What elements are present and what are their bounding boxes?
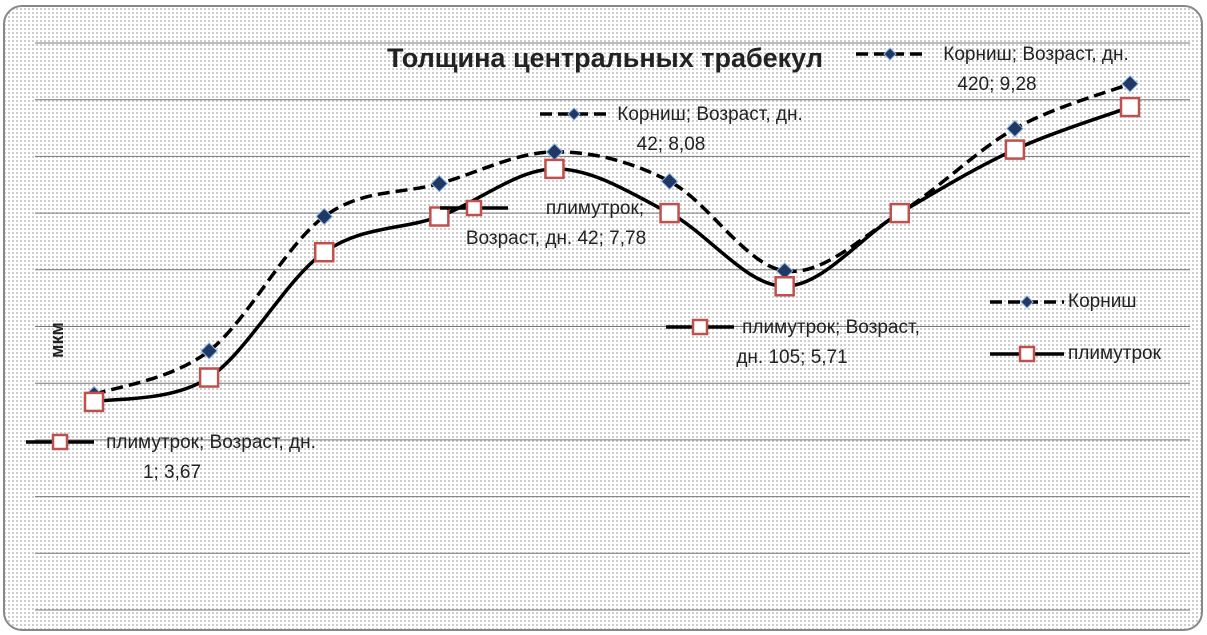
marker <box>313 241 335 263</box>
data-label-box: плимутрок; Возраст, дн. 105; 5,71 <box>736 317 920 368</box>
marker <box>465 199 483 217</box>
marker <box>544 158 565 180</box>
marker <box>660 172 679 191</box>
data-label-box: плимутрок; Возраст, дн. 1; 3,67 <box>106 432 316 483</box>
data-label-box: Корниш; Возраст, дн. 42; 8,08 <box>617 104 803 155</box>
series-line <box>93 105 1131 404</box>
legend: Корниш плимутрок <box>990 291 1162 364</box>
data-label: Корниш; Возраст, дн. 420; 9,28 <box>943 44 1129 95</box>
grid <box>35 42 1190 611</box>
marker <box>1119 96 1141 118</box>
marker <box>889 202 911 224</box>
marker <box>1004 139 1026 160</box>
series-line <box>93 82 1131 397</box>
marker <box>883 47 897 61</box>
lines <box>93 82 1131 404</box>
y-axis-label: мкм <box>47 322 67 358</box>
data-label-box: плимутрок; Возраст, дн. 42; 7,78 <box>465 198 647 249</box>
marker <box>51 433 69 451</box>
legend-label: плимутрок <box>1068 343 1162 364</box>
legend-label: Корниш <box>1068 291 1137 312</box>
data-label: плимутрок; Возраст, дн. 42; 7,78 <box>465 198 647 249</box>
data-label-box: Корниш; Возраст, дн. 420; 9,28 <box>943 44 1129 95</box>
marker <box>774 275 795 297</box>
marker <box>83 391 105 413</box>
marker <box>1121 75 1139 93</box>
data-label: Корниш; Возраст, дн. 42; 8,08 <box>617 104 803 155</box>
data-label: плимутрок; Возраст, дн. 105; 5,71 <box>736 317 920 368</box>
marker <box>1020 295 1034 309</box>
markers <box>83 75 1141 413</box>
marker <box>429 206 450 227</box>
marker <box>567 107 581 121</box>
data-labels: Корниш; Возраст, дн. 42; 8,08 Корниш; Воз… <box>26 44 1129 483</box>
marker <box>1018 345 1036 363</box>
marker <box>659 202 680 224</box>
marker <box>315 207 333 226</box>
data-label: плимутрок; Возраст, дн. 1; 3,67 <box>106 432 316 483</box>
marker <box>691 318 709 336</box>
chart-area <box>3 5 1203 631</box>
marker <box>430 174 449 193</box>
marker <box>1006 119 1024 138</box>
marker <box>200 342 218 360</box>
chart-title: Толщина центральных трабекул <box>387 43 823 73</box>
marker <box>198 367 220 388</box>
